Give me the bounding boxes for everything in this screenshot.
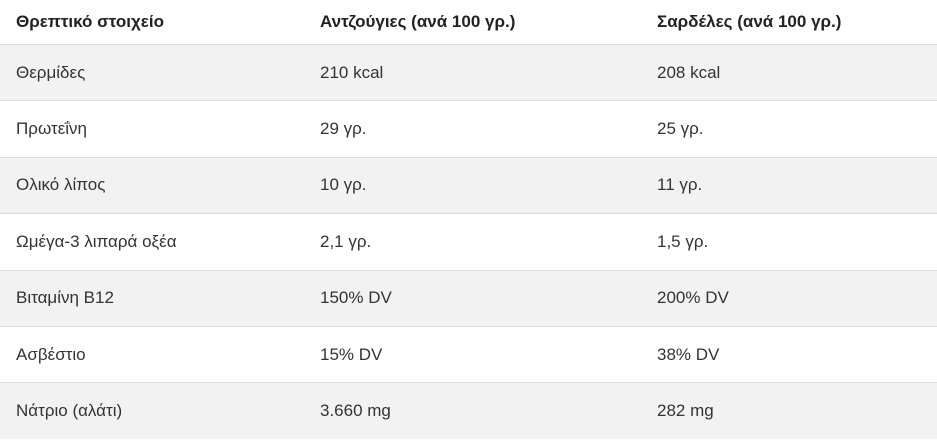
value-cell: 10 γρ. [304, 157, 641, 215]
table-row: Βιταμίνη Β12 150% DV 200% DV [0, 270, 937, 327]
value-cell: 38% DV [641, 326, 937, 384]
value-cell: 200% DV [641, 270, 937, 327]
nutrient-cell: Βιταμίνη Β12 [0, 270, 304, 327]
nutrient-cell: Ολικό λίπος [0, 157, 304, 215]
value-cell: 29 γρ. [304, 100, 641, 158]
table-row: Ασβέστιο 15% DV 38% DV [0, 326, 937, 384]
table-row: Ωμέγα-3 λιπαρά οξέα 2,1 γρ. 1,5 γρ. [0, 213, 937, 271]
nutrient-cell: Θερμίδες [0, 44, 304, 102]
table-row: Πρωτεΐνη 29 γρ. 25 γρ. [0, 100, 937, 158]
table-row: Ολικό λίπος 10 γρ. 11 γρ. [0, 157, 937, 215]
table-head: Θρεπτικό στοιχείο Αντζούγιες (ανά 100 γρ.… [0, 0, 937, 45]
value-cell: 2,1 γρ. [304, 213, 641, 271]
table-row: Θερμίδες 210 kcal 208 kcal [0, 44, 937, 102]
nutrient-cell: Ωμέγα-3 λιπαρά οξέα [0, 213, 304, 271]
nutrient-cell: Νάτριο (αλάτι) [16, 401, 123, 421]
nutrient-cell: Ασβέστιο [0, 326, 304, 384]
value-cell: 15% DV [304, 326, 641, 384]
nutrient-cell: Πρωτεΐνη [0, 100, 304, 158]
table-row: Νάτριο (αλάτι) 3.660 mg 282 mg [0, 382, 937, 439]
value-cell: 208 kcal [641, 44, 937, 102]
header-cell: Θρεπτικό στοιχείο [0, 0, 304, 45]
header-cell: Σαρδέλες (ανά 100 γρ.) [641, 0, 937, 45]
value-cell: 25 γρ. [641, 100, 937, 158]
value-cell: 3.660 mg [320, 401, 391, 421]
header-cell: Αντζούγιες (ανά 100 γρ.) [304, 0, 641, 45]
table-body: Θερμίδες 210 kcal 208 kcal Πρωτεΐνη 29 γρ. 25… [0, 44, 937, 439]
value-cell: 11 γρ. [641, 157, 937, 215]
value-cell: 282 mg [657, 401, 714, 421]
value-cell: 210 kcal [304, 44, 641, 102]
value-cell: 1,5 γρ. [641, 213, 937, 271]
header-row: Θρεπτικό στοιχείο Αντζούγιες (ανά 100 γρ.… [0, 0, 937, 45]
value-cell: 150% DV [304, 270, 641, 327]
